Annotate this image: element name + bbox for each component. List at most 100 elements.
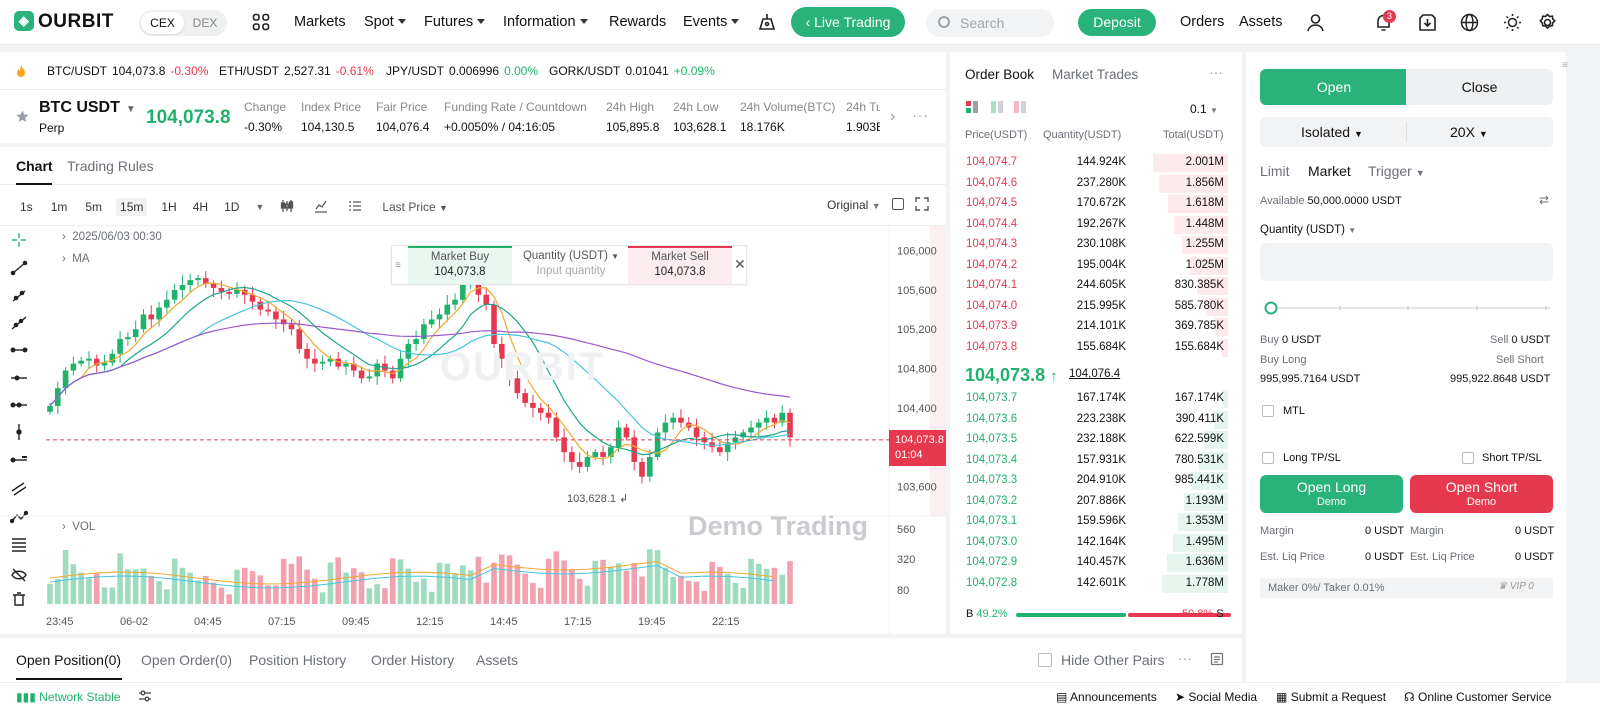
ma-legend[interactable]: › MA [62,253,89,265]
tab-open-order[interactable]: Open Order(0) [141,652,233,668]
tf-more-icon[interactable]: ▼ [255,202,265,212]
favorite-star-icon[interactable] [16,110,29,123]
settings-gear-icon[interactable] [1538,13,1557,35]
bid-row[interactable]: 104,073.5 232.188K 622.599K [950,430,1242,450]
more-dots-icon[interactable]: ··· [1178,650,1192,666]
long-tpsl-checkbox[interactable] [1262,452,1274,464]
quantity-unit-select[interactable]: Quantity (USDT) ▼ [1260,224,1356,236]
tf-15m[interactable]: 15m [116,198,148,216]
network-settings-icon[interactable] [138,689,152,706]
ask-row[interactable]: 104,074.7 144.924K 2.001M [950,153,1242,173]
fullscreen-icon[interactable] [915,197,929,214]
checkbox-square-icon[interactable] [892,198,904,210]
tf-1m[interactable]: 1m [50,200,68,214]
nav-assets[interactable]: Assets [1239,14,1283,30]
tf-1h[interactable]: 1H [161,200,177,214]
logo[interactable]: ◈ OURBIT [14,11,114,33]
ask-row[interactable]: 104,074.5 170.672K 1.618M [950,194,1242,214]
bid-row[interactable]: 104,073.3 204.910K 985.441K [950,471,1242,491]
scroll-right-icon[interactable]: › [890,108,896,125]
document-icon[interactable] [1210,652,1224,669]
download-icon[interactable] [1418,13,1437,35]
nav-information[interactable]: Information [503,14,588,30]
close-tab[interactable]: Close [1406,69,1553,105]
bid-row[interactable]: 104,073.4 157.931K 780.531K [950,451,1242,471]
nav-spot[interactable]: Spot [364,14,406,30]
tab-chart[interactable]: Chart [16,158,53,174]
vol-legend[interactable]: › VOL [62,521,95,533]
ob-mark-price[interactable]: 104,076.4 [1069,368,1121,380]
bid-row[interactable]: 104,073.0 142.164K 1.495M [950,533,1242,553]
open-short-button[interactable]: Open Short Demo [1410,475,1553,513]
ask-row[interactable]: 104,074.6 237.280K 1.856M [950,174,1242,194]
nav-rewards[interactable]: Rewards [609,14,667,30]
ask-row[interactable]: 104,074.1 244.605K 830.385K [950,276,1242,296]
original-select[interactable]: Original ▼ [827,198,881,212]
book-bids-icon[interactable] [991,101,1003,116]
quick-qty-input[interactable]: Quantity (USDT) ▼ Input quantity [514,246,628,284]
theme-sun-icon[interactable] [1503,13,1522,35]
ask-row[interactable]: 104,074.4 192.267K 1.448M [950,215,1242,235]
nav-futures[interactable]: Futures [424,14,485,30]
tab-market[interactable]: Market [1308,163,1351,179]
announcements-link[interactable]: ▤ Announcements [1056,690,1157,704]
tab-position-history[interactable]: Position History [249,652,347,668]
hide-other-pairs-checkbox[interactable] [1038,653,1052,667]
tf-1d[interactable]: 1D [224,200,240,214]
book-asks-icon[interactable] [1014,101,1026,116]
more-dots-icon[interactable]: ··· [1209,64,1223,80]
ticker-item[interactable]: JPY/USDT 0.006996 0.00% [386,64,538,78]
nav-markets[interactable]: Markets [294,14,346,30]
pair-name[interactable]: BTC USDT ▼ [39,99,136,117]
book-both-icon[interactable] [966,101,978,116]
last-price-select[interactable]: Last Price ▼ [382,200,448,214]
user-icon[interactable] [1306,13,1325,35]
price-chart[interactable]: 106,000 105,600 105,200 104,800 104,400 103,6… [0,226,946,634]
apps-grid-icon[interactable] [252,13,270,34]
bid-row[interactable]: 104,073.2 207.886K 1.193M [950,492,1242,512]
bid-row[interactable]: 104,072.9 140.457K 1.636M [950,553,1242,573]
nav-events[interactable]: Events [683,14,739,30]
ask-row[interactable]: 104,073.8 155.684K 155.684K [950,338,1242,358]
market-sell-button[interactable]: Market Sell 104,073.8 [628,246,732,284]
close-icon[interactable]: ✕ [734,256,746,272]
tf-4h[interactable]: 4H [192,200,209,214]
tab-order-history[interactable]: Order History [371,652,455,668]
ticker-item[interactable]: ETH/USDT 2,527.31 -0.61% [219,64,374,78]
short-tpsl-checkbox[interactable] [1462,452,1474,464]
ticker-item[interactable]: GORK/USDT 0.01041 +0.09% [549,64,715,78]
tab-open-position[interactable]: Open Position(0) [16,652,122,668]
mtl-checkbox[interactable] [1262,405,1274,417]
precision-select[interactable]: 0.1 ▼ [1190,102,1218,116]
bid-row[interactable]: 104,073.1 159.596K 1.353M [950,512,1242,532]
bid-row[interactable]: 104,072.8 142.601K 1.778M [950,574,1242,594]
tab-limit[interactable]: Limit [1260,163,1290,179]
search-input[interactable]: Search [926,9,1054,37]
margin-mode-select[interactable]: Isolated ▼ [1301,124,1363,140]
globe-icon[interactable] [1460,13,1479,35]
ask-row[interactable]: 104,073.9 214.101K 369.785K [950,317,1242,337]
candle-type-icon[interactable] [280,199,294,216]
nav-orders[interactable]: Orders [1180,14,1225,30]
more-dots-icon[interactable]: ··· [912,107,929,123]
market-buy-button[interactable]: Market Buy 104,073.8 [408,246,512,284]
drag-handle-icon[interactable]: ≡ [395,260,401,271]
tab-trading-rules[interactable]: Trading Rules [67,158,154,174]
deposit-button[interactable]: Deposit [1078,9,1156,36]
indicators-icon[interactable] [314,199,328,216]
tab-market-trades[interactable]: Market Trades [1052,67,1139,82]
tab-trigger[interactable]: Trigger ▼ [1368,163,1425,179]
cex-tab[interactable]: CEX [141,12,184,34]
submit-request-link[interactable]: ▦ Submit a Request [1276,690,1386,704]
open-long-button[interactable]: Open Long Demo [1260,475,1403,513]
ask-row[interactable]: 104,074.0 215.995K 585.780K [950,297,1242,317]
open-tab[interactable]: Open [1260,69,1408,105]
social-media-link[interactable]: ➤ Social Media [1175,690,1257,704]
leverage-select[interactable]: 20X ▼ [1450,124,1488,140]
tab-assets[interactable]: Assets [476,652,519,668]
quantity-slider[interactable] [1264,299,1554,317]
tf-1s[interactable]: 1s [20,200,33,214]
customer-service-link[interactable]: ☊ Online Customer Service [1404,690,1551,704]
bid-row[interactable]: 104,073.6 223.238K 390.411K [950,410,1242,430]
bid-row[interactable]: 104,073.7 167.174K 167.174K [950,389,1242,409]
